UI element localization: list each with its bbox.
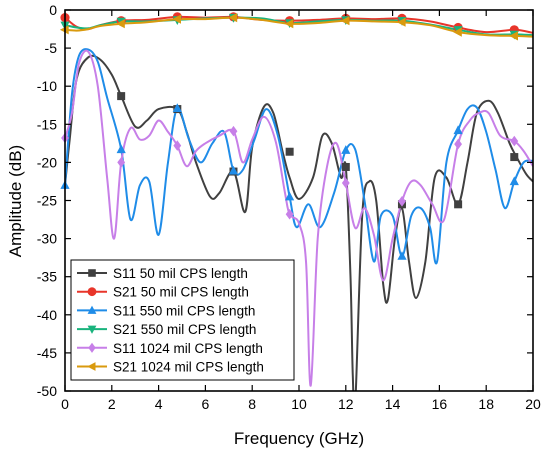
legend-label: S21 1024 mil CPS length [113, 360, 264, 375]
data-point [341, 162, 350, 171]
x-tick-label: 4 [155, 396, 163, 412]
legend-label: S11 1024 mil CPS length [113, 341, 263, 356]
x-tick-label: 16 [432, 396, 448, 412]
data-point [228, 13, 238, 23]
y-tick-label: -40 [37, 307, 57, 323]
y-tick-label: -45 [37, 345, 57, 361]
x-tick-label: 2 [108, 396, 116, 412]
data-point [398, 196, 406, 207]
data-point [117, 92, 126, 101]
legend-marker [88, 269, 96, 277]
series-line [65, 49, 533, 387]
data-point [396, 17, 406, 27]
legend-marker [87, 362, 96, 371]
data-point [285, 147, 294, 156]
data-point [285, 191, 295, 201]
y-tick-label: -50 [37, 383, 57, 399]
data-point [510, 135, 519, 147]
data-point [454, 200, 463, 209]
x-tick-label: 12 [338, 396, 354, 412]
y-tick-label: -10 [37, 78, 57, 94]
data-point [116, 19, 125, 29]
legend-items: S11 50 mil CPS length S21 50 mil CPS leng… [77, 266, 264, 375]
legend-label: S11 550 mil CPS length [113, 303, 255, 318]
legend-label: S11 50 mil CPS length [113, 266, 248, 281]
x-axis-title: Frequency (GHz) [234, 429, 364, 448]
legend-label: S21 550 mil CPS length [113, 322, 256, 337]
y-tick-label: -5 [45, 40, 58, 56]
data-point [229, 125, 238, 137]
data-point [228, 165, 239, 175]
data-point [117, 157, 126, 168]
data-point [341, 145, 351, 154]
data-point [116, 144, 126, 154]
data-point [510, 153, 519, 162]
legend-label: S21 50 mil CPS length [113, 285, 249, 300]
axis-layer: 0 2 4 6 8 10 12 14 16 18 20 0 -5 -10 -15 -20 -25 -30 -35 -4… [37, 2, 541, 412]
data-point [285, 208, 294, 220]
y-tick-label: -20 [37, 154, 57, 170]
data-point [284, 19, 294, 29]
legend-box [70, 259, 295, 381]
data-point [454, 138, 462, 150]
y-tick-label: -15 [37, 116, 57, 132]
x-tick-label: 20 [525, 396, 541, 412]
data-point [509, 31, 518, 41]
data-point [509, 176, 519, 186]
y-tick-label: 0 [49, 2, 57, 18]
y-axis-title: Amplitude (dB) [6, 145, 25, 257]
x-tick-label: 10 [291, 396, 307, 412]
data-point [173, 140, 182, 151]
marker-layer [59, 12, 519, 260]
series-line [65, 48, 533, 265]
y-tick-label: -25 [37, 193, 57, 209]
x-tick-label: 0 [61, 396, 69, 412]
x-tick-label: 6 [202, 396, 210, 412]
legend-marker [87, 305, 97, 314]
x-tick-label: 14 [385, 396, 401, 412]
series-line [65, 54, 533, 391]
legend-marker [87, 287, 97, 297]
y-tick-label: -30 [37, 231, 57, 247]
data-point [341, 177, 350, 189]
x-tick-label: 18 [478, 396, 494, 412]
data-point [397, 251, 407, 260]
x-tick-label: 8 [248, 396, 256, 412]
legend: S11 50 mil CPS length S21 50 mil CPS leng… [70, 259, 295, 381]
data-point [172, 14, 181, 24]
series-layer [65, 15, 533, 391]
legend-marker [87, 325, 97, 334]
data-point [453, 27, 462, 37]
data-point [340, 16, 350, 26]
y-tick-label: -35 [37, 269, 57, 285]
data-point [172, 103, 182, 112]
legend-marker [88, 342, 96, 353]
data-point [453, 125, 463, 135]
